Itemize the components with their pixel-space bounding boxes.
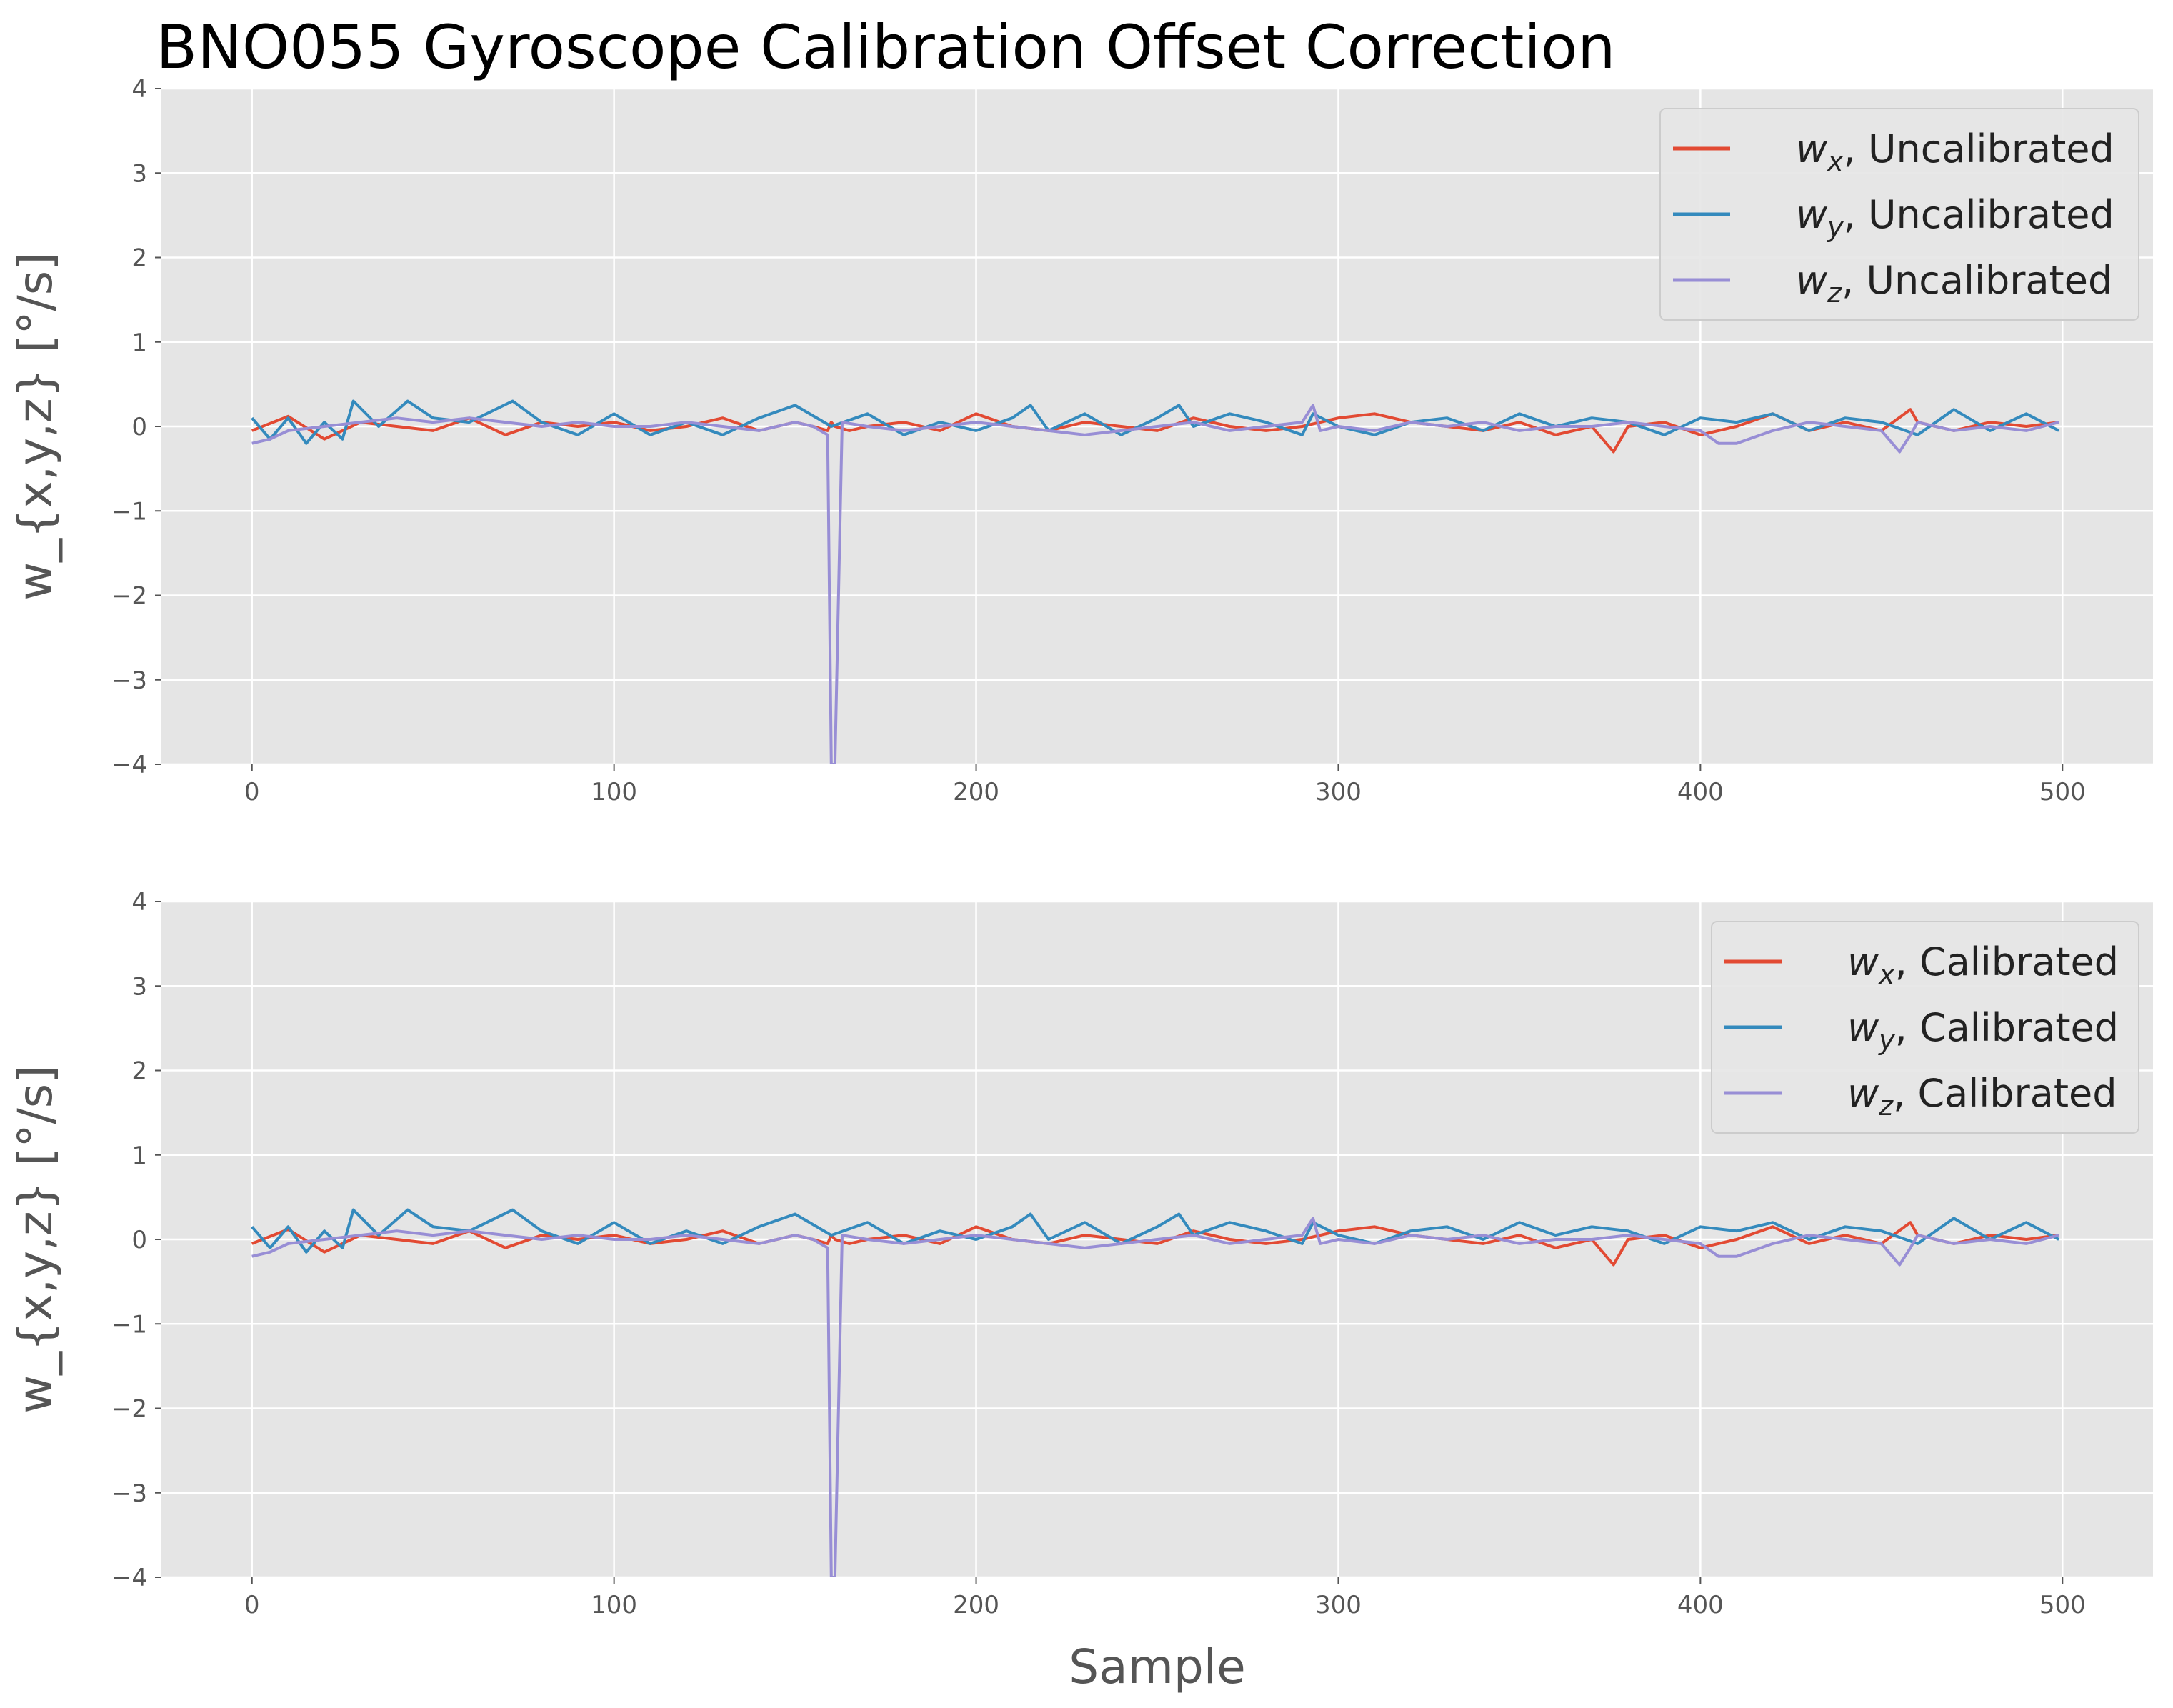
legend-label: wx, Uncalibrated xyxy=(1796,126,2114,177)
x-tick-label: 200 xyxy=(953,778,999,806)
y-tick-label: 2 xyxy=(131,1057,147,1086)
legend: wx, Calibrated wy, Calibrated wz, Calibrat… xyxy=(1711,921,2139,1134)
y-tick-label: 3 xyxy=(131,159,147,188)
y-tick-label: −3 xyxy=(111,1479,147,1508)
x-tick-label: 0 xyxy=(244,1591,260,1619)
y-tick-label: −1 xyxy=(111,497,147,526)
series-line-z xyxy=(251,404,2059,764)
x-tick-label: 100 xyxy=(591,1591,637,1619)
x-tick-label: 300 xyxy=(1315,778,1362,806)
series-line-z xyxy=(251,1217,2059,1577)
legend-label: wz, Calibrated xyxy=(1847,1071,2117,1122)
x-tick-label: 300 xyxy=(1315,1591,1362,1619)
x-tick-label: 100 xyxy=(591,778,637,806)
y-tick-label: −1 xyxy=(111,1310,147,1339)
y-axis-label: w_{x,y,z} [°/s] xyxy=(8,252,63,601)
legend-box xyxy=(1711,921,2139,1134)
series-line-y xyxy=(251,1208,2060,1254)
legend-label: wy, Uncalibrated xyxy=(1796,192,2114,243)
y-tick-label: 4 xyxy=(131,888,147,917)
y-tick-label: 0 xyxy=(131,1226,147,1254)
y-tick-label: −3 xyxy=(111,666,147,695)
x-tick-label: 500 xyxy=(2039,1591,2086,1619)
y-tick-label: 3 xyxy=(131,972,147,1001)
legend-label: wy, Calibrated xyxy=(1847,1005,2119,1056)
y-tick-label: −4 xyxy=(111,751,147,779)
legend-label: wx, Calibrated xyxy=(1847,939,2119,990)
x-axis-label: Sample xyxy=(1069,1639,1245,1694)
y-tick-label: 2 xyxy=(131,244,147,273)
y-tick-label: −2 xyxy=(111,582,147,611)
y-tick-label: −2 xyxy=(111,1395,147,1424)
y-tick-label: 1 xyxy=(131,329,147,357)
figure-title: BNO055 Gyroscope Calibration Offset Corr… xyxy=(156,12,1616,82)
x-tick-label: 0 xyxy=(244,778,260,806)
y-tick-label: −4 xyxy=(111,1564,147,1592)
legend-label: wz, Uncalibrated xyxy=(1796,258,2112,309)
x-tick-label: 500 xyxy=(2039,778,2086,806)
x-tick-label: 400 xyxy=(1677,778,1724,806)
y-tick-label: 4 xyxy=(131,75,147,104)
y-axis-label: w_{x,y,z} [°/s] xyxy=(8,1065,63,1414)
legend-box xyxy=(1659,108,2139,321)
legend: wx, Uncalibrated wy, Uncalibrated wz, Unca… xyxy=(1659,108,2139,321)
x-tick-label: 400 xyxy=(1677,1591,1724,1619)
subplot-1: 0 100 200 300 400 500 −4 −3 −2 −1 0 1 2 3 4 w_{x,y,z} [… xyxy=(8,75,2153,806)
y-tick-label: 0 xyxy=(131,413,147,441)
y-tick-label: 1 xyxy=(131,1142,147,1170)
x-tick-label: 200 xyxy=(953,1591,999,1619)
subplot-2: 0 100 200 300 400 500 −4 −3 −2 −1 0 1 2 3 4 w_{x,y,z} [… xyxy=(8,888,2153,1694)
